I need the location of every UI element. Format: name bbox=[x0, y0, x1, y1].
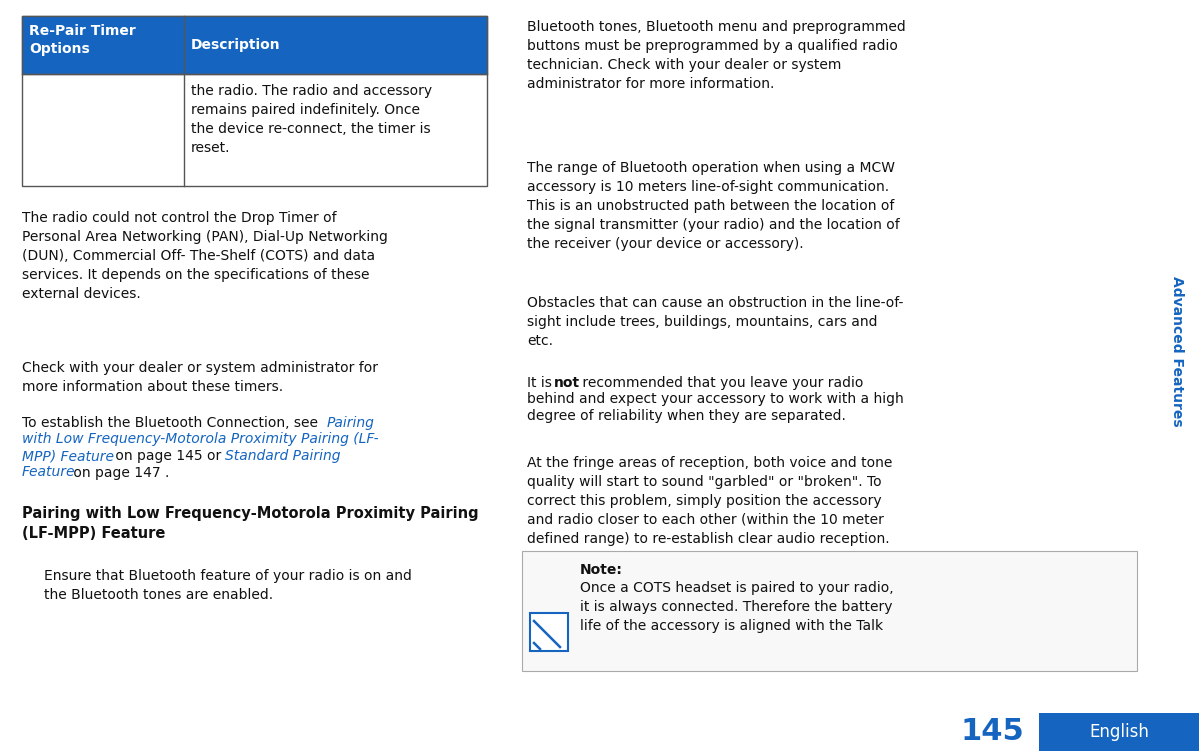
Text: The range of Bluetooth operation when using a MCW
accessory is 10 meters line-of: The range of Bluetooth operation when us… bbox=[528, 161, 899, 251]
Text: Advanced Features: Advanced Features bbox=[1170, 276, 1183, 427]
Text: Check with your dealer or system administrator for
more information about these : Check with your dealer or system adminis… bbox=[22, 361, 378, 394]
Text: Bluetooth tones, Bluetooth menu and preprogrammed
buttons must be preprogrammed : Bluetooth tones, Bluetooth menu and prep… bbox=[528, 20, 905, 91]
Text: The radio could not control the Drop Timer of
Personal Area Networking (PAN), Di: The radio could not control the Drop Tim… bbox=[22, 211, 387, 301]
Text: with Low Frequency-Motorola Proximity Pairing (LF-: with Low Frequency-Motorola Proximity Pa… bbox=[22, 433, 379, 447]
Text: MPP) Feature: MPP) Feature bbox=[22, 449, 114, 463]
Bar bbox=[1040, 713, 1199, 751]
Text: Standard Pairing: Standard Pairing bbox=[225, 449, 341, 463]
Text: Pairing: Pairing bbox=[327, 416, 375, 430]
Text: To establish the Bluetooth Connection, see: To establish the Bluetooth Connection, s… bbox=[22, 416, 323, 430]
Text: Ensure that Bluetooth feature of your radio is on and
the Bluetooth tones are en: Ensure that Bluetooth feature of your ra… bbox=[44, 569, 412, 602]
Text: Obstacles that can cause an obstruction in the line-of-
sight include trees, bui: Obstacles that can cause an obstruction … bbox=[528, 296, 903, 348]
Text: Re-Pair Timer
Options: Re-Pair Timer Options bbox=[29, 24, 135, 56]
Text: on page 145 or: on page 145 or bbox=[112, 449, 225, 463]
Bar bbox=[22, 16, 487, 186]
Text: It is: It is bbox=[528, 376, 556, 390]
Text: At the fringe areas of reception, both voice and tone
quality will start to soun: At the fringe areas of reception, both v… bbox=[528, 456, 892, 546]
Text: Pairing with Low Frequency-Motorola Proximity Pairing
(LF-MPP) Feature: Pairing with Low Frequency-Motorola Prox… bbox=[22, 506, 478, 541]
Text: Feature: Feature bbox=[22, 466, 76, 479]
Text: 145: 145 bbox=[960, 717, 1024, 746]
Text: not: not bbox=[554, 376, 580, 390]
Text: Description: Description bbox=[191, 38, 281, 52]
Text: behind and expect your accessory to work with a high: behind and expect your accessory to work… bbox=[528, 393, 904, 406]
Text: English: English bbox=[1089, 723, 1149, 741]
Text: degree of reliability when they are separated.: degree of reliability when they are sepa… bbox=[528, 409, 845, 423]
Text: Once a COTS headset is paired to your radio,
it is always connected. Therefore t: Once a COTS headset is paired to your ra… bbox=[580, 581, 893, 633]
Text: the radio. The radio and accessory
remains paired indefinitely. Once
the device : the radio. The radio and accessory remai… bbox=[191, 84, 432, 155]
Bar bbox=[522, 551, 1137, 671]
Bar bbox=[530, 613, 568, 651]
Text: Note:: Note: bbox=[580, 563, 622, 577]
Bar bbox=[22, 16, 487, 74]
Text: recommended that you leave your radio: recommended that you leave your radio bbox=[578, 376, 863, 390]
Text: on page 147 .: on page 147 . bbox=[70, 466, 169, 479]
